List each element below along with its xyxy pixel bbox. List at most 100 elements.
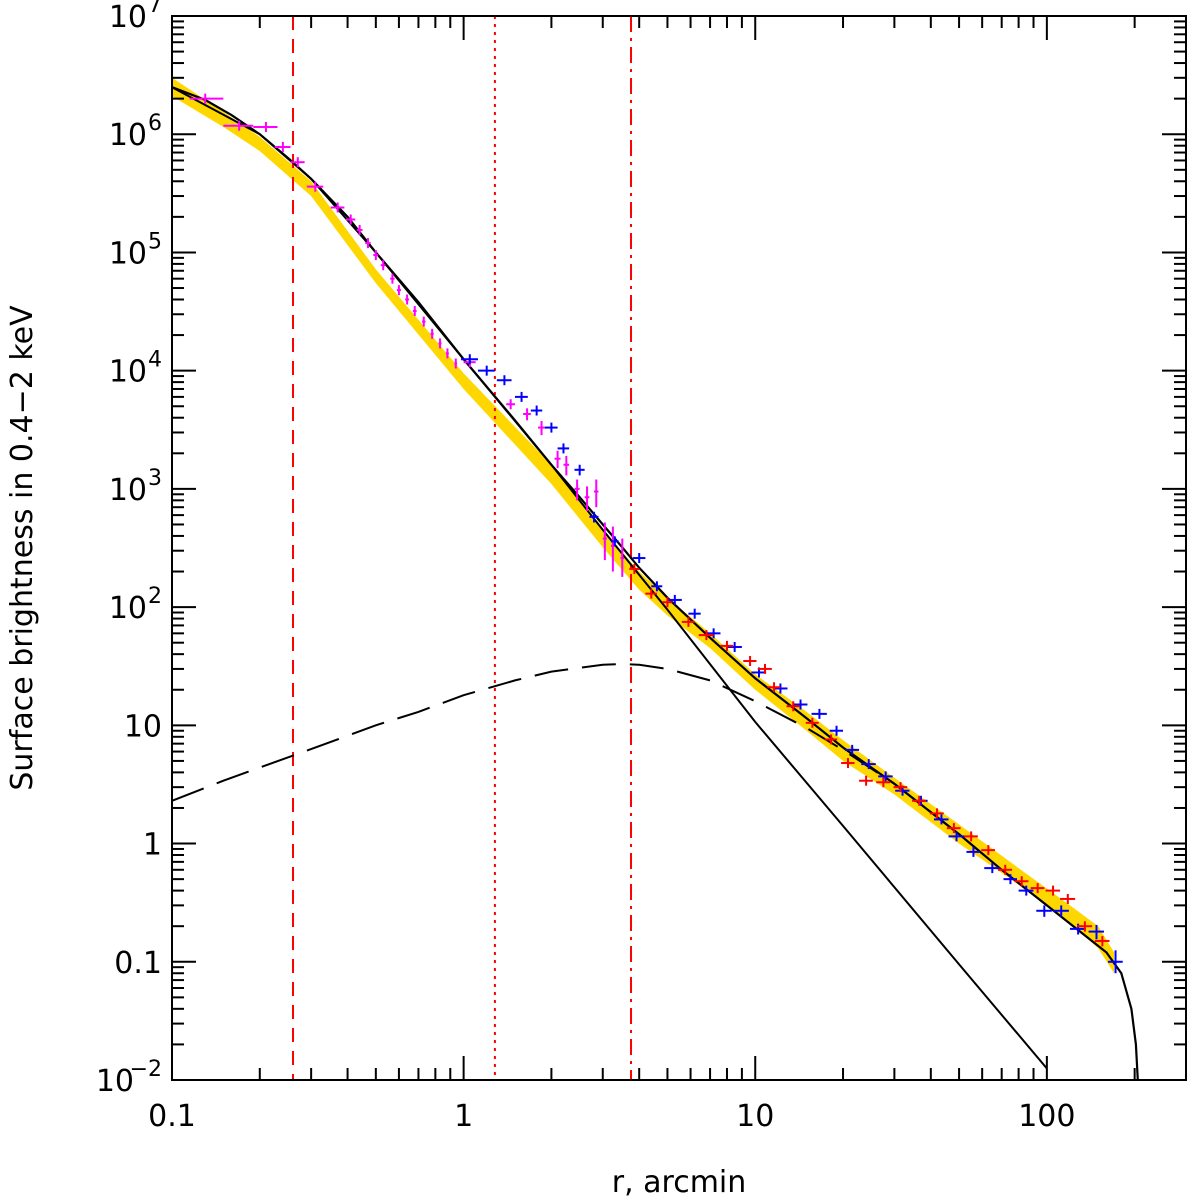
data-point (743, 656, 757, 667)
y-tick-label: 10 (124, 709, 162, 744)
data-point (477, 365, 495, 376)
data-point (966, 846, 981, 857)
y-tick-label: −210 (96, 1057, 162, 1099)
data-point (1003, 874, 1018, 885)
y-tick-label: 210 (109, 584, 162, 626)
data-point (912, 795, 926, 806)
data-point (589, 511, 599, 523)
data-point (373, 250, 379, 261)
data-point (290, 157, 305, 168)
data-point (698, 630, 714, 641)
uncertainty-band-layer (172, 77, 1115, 974)
y-tick-label: 310 (109, 466, 162, 508)
data-point (538, 421, 545, 436)
y-tick-mantissa: 10 (109, 355, 147, 390)
y-tick-label: 510 (109, 229, 162, 271)
y-tick-label: 710 (109, 0, 162, 35)
data-point (496, 375, 512, 386)
data-point (461, 354, 478, 365)
x-tick-label: 10 (736, 1099, 774, 1134)
data-point (223, 120, 254, 131)
data-series-3 (629, 564, 1110, 947)
x-tick-label: 1 (454, 1099, 473, 1134)
data-point (1094, 936, 1110, 947)
data-point (445, 348, 449, 359)
model-curves-layer (171, 86, 1139, 1081)
data-point (574, 464, 585, 476)
y-tick-mantissa: 0.1 (114, 946, 162, 981)
y-tick-mantissa: 10 (124, 709, 162, 744)
data-point (1030, 883, 1045, 894)
data-point (1053, 905, 1069, 917)
data-point (557, 443, 570, 454)
y-tick-label: 610 (109, 111, 162, 153)
data-point (1018, 885, 1034, 896)
data-point (330, 202, 345, 213)
data-point (610, 536, 619, 547)
data-point (772, 683, 788, 694)
data-point (786, 701, 800, 712)
y-tick-mantissa: 10 (96, 1064, 134, 1099)
data-point (876, 777, 891, 788)
x-axis-ticks: 0.1 1 10 100 (148, 16, 1187, 1134)
data-point (893, 782, 908, 793)
total-model-curve (171, 86, 1139, 1081)
data-point (1077, 921, 1093, 932)
data-point (514, 391, 528, 402)
y-tick-label: 0.1 (114, 946, 162, 981)
data-point (1045, 885, 1061, 896)
data-point (859, 775, 873, 786)
data-point (1088, 924, 1104, 940)
y-tick-exponent: 5 (148, 229, 162, 254)
y-tick-exponent: 7 (148, 0, 162, 18)
data-point (1014, 876, 1029, 887)
x-tick-label: 0.1 (148, 1099, 196, 1134)
data-point (681, 616, 695, 627)
data-point (667, 594, 682, 605)
data-point (805, 717, 819, 728)
uncertainty-band (172, 77, 1115, 974)
vertical-lines-layer (292, 16, 633, 1080)
data-point (726, 641, 742, 652)
data-point (1036, 905, 1052, 917)
data-point (523, 408, 531, 421)
data-point (841, 758, 855, 769)
data-point (602, 522, 607, 561)
data-point (933, 814, 949, 825)
data-point (651, 581, 663, 592)
data-point (767, 682, 781, 693)
data-point (861, 759, 876, 770)
y-tick-exponent: −2 (130, 1057, 162, 1082)
data-point (929, 808, 944, 819)
y-tick-exponent: 2 (148, 584, 162, 609)
y-tick-mantissa: 10 (109, 118, 147, 153)
y-axis-label: Surface brightness in 0.4−2 keV (5, 305, 40, 791)
y-tick-label: 410 (109, 348, 162, 390)
data-point (629, 564, 640, 575)
data-point (438, 338, 442, 349)
y-tick-mantissa: 10 (109, 591, 147, 626)
extended-model-curve (171, 662, 1048, 907)
data-point (844, 744, 860, 755)
data-point (356, 224, 363, 235)
data-point (824, 734, 838, 745)
plot-frame (171, 15, 1187, 1081)
data-point (563, 455, 570, 476)
data-point (380, 260, 386, 271)
y-tick-mantissa: 10 (109, 0, 147, 35)
data-point (365, 238, 371, 249)
y-tick-exponent: 3 (148, 466, 162, 491)
data-point (584, 486, 590, 512)
data-point (811, 708, 827, 719)
y-tick-mantissa: 1 (143, 828, 162, 863)
data-point (530, 405, 543, 416)
data-point (981, 845, 996, 856)
data-point (645, 588, 657, 599)
data-point (984, 863, 1000, 874)
core-model-curve (171, 86, 1048, 1070)
data-point (998, 864, 1013, 875)
data-points-layer (189, 93, 1123, 974)
data-point (662, 597, 673, 608)
data-point (405, 294, 410, 305)
